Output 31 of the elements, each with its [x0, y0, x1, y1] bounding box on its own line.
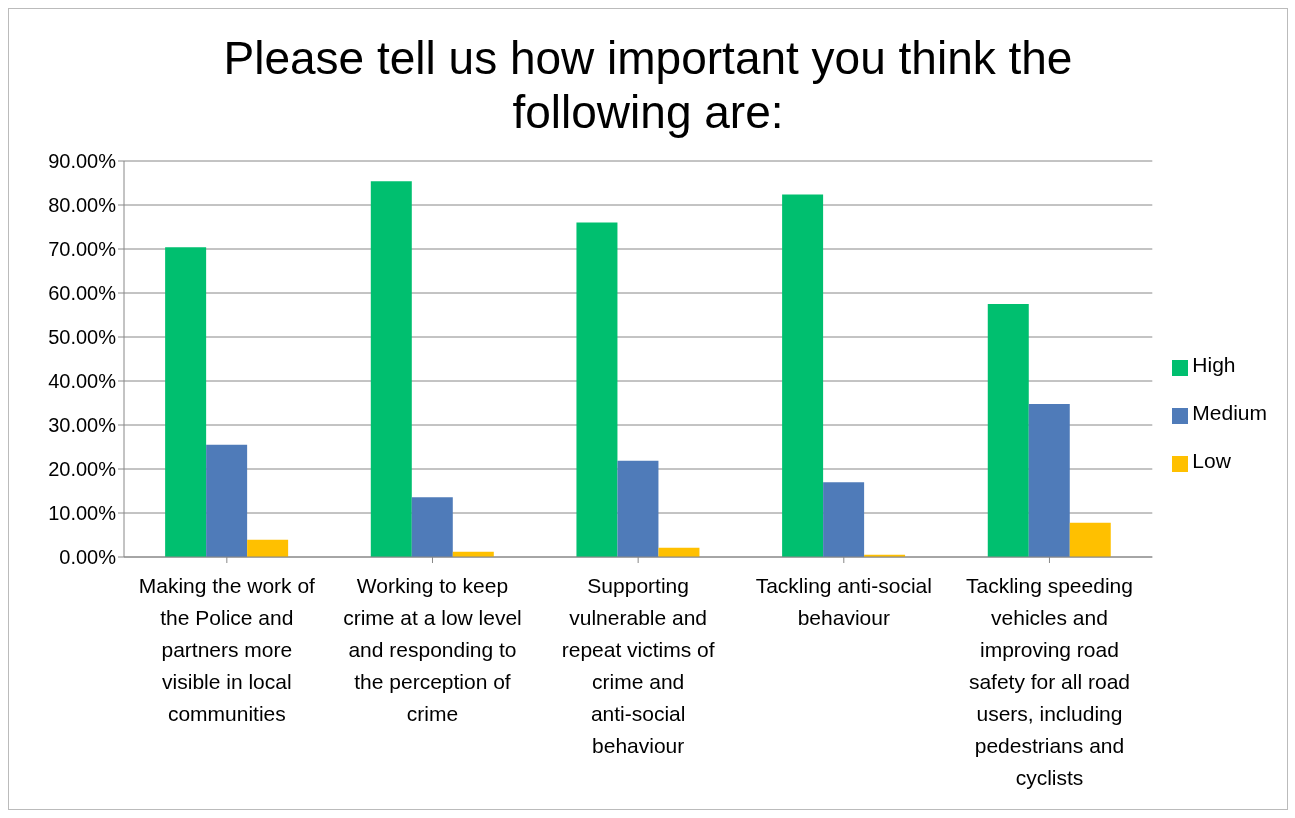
y-tick-label: 50.00%: [48, 326, 117, 349]
y-tick-label: 80.00%: [48, 194, 117, 217]
bar: [247, 539, 289, 557]
y-tick-label: 90.00%: [48, 150, 117, 173]
y-tick-label: 0.00%: [59, 546, 117, 569]
y-tick-label: 30.00%: [48, 414, 117, 437]
x-tick-label: Making the work of the Police and partners more visible in local communities: [138, 574, 316, 725]
y-tick-label: 20.00%: [48, 458, 117, 481]
legend-label: Low: [1192, 449, 1231, 472]
bar: [206, 444, 248, 557]
y-tick-label: 40.00%: [48, 370, 117, 393]
x-tick-label: Tackling speeding vehicles and improving road safety for all road users, including pedestrians and cyclists: [965, 574, 1133, 789]
bar: [576, 222, 618, 557]
chart-title: Please tell us how important you think the following are:: [222, 31, 1074, 139]
bar: [1028, 403, 1070, 557]
x-tick-label: Tackling anti-social behaviour: [755, 574, 932, 629]
y-tick-label: 10.00%: [48, 502, 117, 525]
bar: [987, 304, 1029, 557]
y-tick-label: 70.00%: [48, 238, 117, 261]
bar: [370, 181, 412, 557]
legend-label: Medium: [1192, 401, 1267, 424]
bar: [823, 482, 865, 557]
bar: [617, 460, 659, 557]
bar: [782, 194, 824, 557]
x-tick-label: Working to keep crime at a low level and responding to the perception of crime: [343, 574, 522, 725]
bar: [165, 247, 207, 557]
x-tick-label: Supporting vulnerable and repeat victims of crime and anti-social behaviour: [561, 574, 715, 757]
y-tick-label: 60.00%: [48, 282, 117, 305]
legend-label: High: [1192, 353, 1236, 376]
bar: [411, 497, 453, 557]
bar: [1069, 522, 1111, 557]
